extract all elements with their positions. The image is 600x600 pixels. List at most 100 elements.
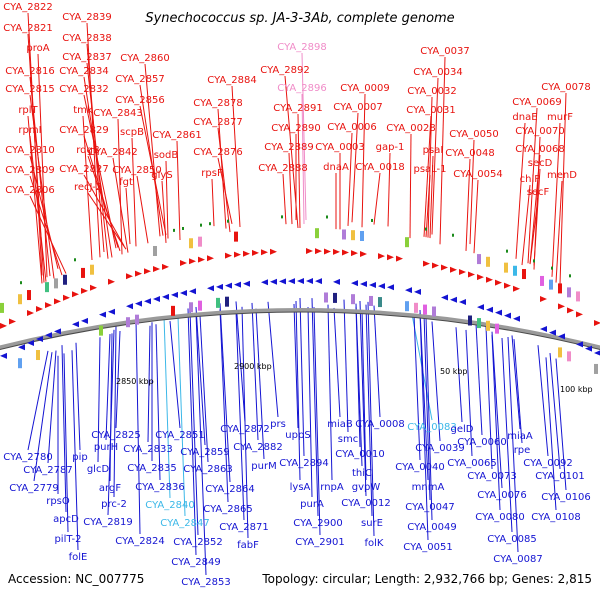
- gene-label[interactable]: CYA_0003: [315, 142, 364, 153]
- gene-label[interactable]: lysA: [290, 482, 311, 493]
- gene-label[interactable]: miaB: [327, 419, 353, 430]
- gene-label[interactable]: murF: [547, 112, 573, 123]
- gene-label[interactable]: pilT-2: [54, 534, 81, 545]
- gene-label[interactable]: smc: [338, 434, 358, 445]
- gene-label[interactable]: CYA_0083: [407, 422, 456, 433]
- gene-label[interactable]: CYA_2829: [59, 125, 108, 136]
- gene-label[interactable]: CYA_2821: [3, 23, 52, 34]
- gene-label[interactable]: CYA_2894: [279, 458, 328, 469]
- gene-label[interactable]: glcD: [87, 464, 110, 475]
- gene-label[interactable]: purM: [251, 461, 276, 472]
- gene-label[interactable]: CYA_0037: [420, 46, 469, 57]
- gene-label[interactable]: CYA_2889: [264, 142, 313, 153]
- gene-label[interactable]: CYA_2840: [145, 500, 194, 511]
- gene-label[interactable]: dnaE: [512, 112, 537, 123]
- gene-label[interactable]: CYA_2815: [5, 84, 54, 95]
- gene-label[interactable]: CYA_2822: [3, 2, 52, 13]
- gene-label[interactable]: CYA_2779: [9, 483, 58, 494]
- gene-label[interactable]: CYA_2861: [152, 130, 201, 141]
- gene-label[interactable]: CYA_0047: [405, 502, 454, 513]
- gene-label[interactable]: CYA_2850: [112, 165, 161, 176]
- gene-label[interactable]: CYA_2901: [295, 537, 344, 548]
- gene-label[interactable]: CYA_2809: [5, 165, 54, 176]
- gene-label[interactable]: CYA_0073: [467, 471, 516, 482]
- gene-label[interactable]: CYA_0010: [335, 449, 384, 460]
- gene-label[interactable]: psaI: [423, 145, 444, 156]
- gene-label[interactable]: CYA_2843: [93, 108, 142, 119]
- gene-label[interactable]: CYA_2860: [120, 53, 169, 64]
- gene-label[interactable]: CYA_2891: [273, 103, 322, 114]
- gene-label[interactable]: CYA_0054: [453, 169, 502, 180]
- gene-label[interactable]: mnmA: [412, 482, 445, 493]
- gene-label[interactable]: CYA_2896: [277, 83, 326, 94]
- gene-label[interactable]: CYA_0032: [407, 86, 456, 97]
- gene-label[interactable]: folE: [69, 552, 88, 563]
- gene-label[interactable]: gelD: [451, 424, 474, 435]
- gene-label[interactable]: rplT: [18, 105, 38, 116]
- gene-label[interactable]: CYA_2857: [115, 74, 164, 85]
- gene-label[interactable]: CYA_2882: [233, 442, 282, 453]
- gene-label[interactable]: CYA_0108: [531, 512, 580, 523]
- gene-label[interactable]: fgt: [119, 177, 133, 188]
- gene-label[interactable]: chlP: [520, 174, 541, 185]
- gene-label[interactable]: CYA_0050: [449, 129, 498, 140]
- gene-label[interactable]: CYA_2853: [181, 577, 230, 588]
- gene-label[interactable]: surE: [361, 518, 383, 529]
- gene-label[interactable]: CYA_2832: [59, 84, 108, 95]
- gene-label[interactable]: CYA_2836: [135, 482, 184, 493]
- gene-label[interactable]: CYA_0006: [327, 122, 376, 133]
- gene-label[interactable]: CYA_2877: [193, 117, 242, 128]
- gene-label[interactable]: CYA_0034: [413, 67, 462, 78]
- gene-label[interactable]: CYA_2876: [193, 147, 242, 158]
- gene-label[interactable]: CYA_0068: [515, 144, 564, 155]
- gene-label[interactable]: CYA_0039: [415, 443, 464, 454]
- gene-label[interactable]: CYA_2825: [91, 430, 140, 441]
- gene-label[interactable]: CYA_0069: [512, 97, 561, 108]
- gene-label[interactable]: apcD: [53, 514, 79, 525]
- gene-label[interactable]: CYA_2835: [127, 463, 176, 474]
- gene-label[interactable]: pip: [72, 452, 87, 463]
- gene-label[interactable]: CYA_2816: [5, 66, 54, 77]
- gene-label[interactable]: CYA_2849: [171, 557, 220, 568]
- gene-label[interactable]: CYA_2871: [219, 522, 268, 533]
- gene-label[interactable]: CYA_0018: [355, 162, 404, 173]
- gene-label[interactable]: sodB: [154, 150, 179, 161]
- gene-label[interactable]: CYA_0040: [395, 462, 444, 473]
- gene-label[interactable]: CYA_2863: [183, 464, 232, 475]
- gene-label[interactable]: CYA_2890: [271, 123, 320, 134]
- gene-label[interactable]: CYA_2819: [83, 517, 132, 528]
- gene-label[interactable]: CYA_2837: [62, 52, 111, 63]
- gene-label[interactable]: CYA_2806: [5, 185, 54, 196]
- gene-label[interactable]: CYA_2888: [258, 163, 307, 174]
- gene-label[interactable]: CYA_0087: [493, 554, 542, 565]
- gene-label[interactable]: rdgB: [76, 145, 100, 156]
- gene-label[interactable]: CYA_2842: [88, 147, 137, 158]
- gene-label[interactable]: CYA_2884: [207, 75, 256, 86]
- gene-label[interactable]: gvpW: [352, 482, 381, 493]
- gene-label[interactable]: CYA_2780: [3, 452, 52, 463]
- gene-label[interactable]: tmk: [73, 105, 93, 116]
- gene-label[interactable]: psaL-1: [413, 164, 446, 175]
- gene-label[interactable]: CYA_2872: [220, 424, 269, 435]
- gene-label[interactable]: CYA_2859: [180, 447, 229, 458]
- gene-label[interactable]: rpe: [514, 445, 531, 456]
- gene-label[interactable]: CYA_0101: [535, 471, 584, 482]
- gene-label[interactable]: CYA_2856: [115, 95, 164, 106]
- gene-label[interactable]: CYA_2900: [293, 518, 342, 529]
- gene-label[interactable]: CYA_2810: [5, 145, 54, 156]
- gene-label[interactable]: CYA_2878: [193, 98, 242, 109]
- gene-label[interactable]: CYA_0049: [407, 522, 456, 533]
- gene-label[interactable]: dnaA: [323, 162, 349, 173]
- gene-label[interactable]: CYA_2864: [205, 484, 254, 495]
- gene-label[interactable]: glyS: [151, 170, 172, 181]
- gene-label[interactable]: CYA_2838: [62, 33, 111, 44]
- gene-label[interactable]: CYA_0012: [341, 498, 390, 509]
- gene-label[interactable]: prs: [270, 419, 286, 430]
- gene-label[interactable]: CYA_0060: [457, 437, 506, 448]
- gene-label[interactable]: menD: [547, 170, 577, 181]
- gene-label[interactable]: CYA_0048: [445, 148, 494, 159]
- gene-label[interactable]: CYA_2852: [173, 537, 222, 548]
- gene-label[interactable]: CYA_0070: [515, 126, 564, 137]
- gene-label[interactable]: rpsF: [201, 168, 223, 179]
- gene-label[interactable]: CYA_2865: [203, 504, 252, 515]
